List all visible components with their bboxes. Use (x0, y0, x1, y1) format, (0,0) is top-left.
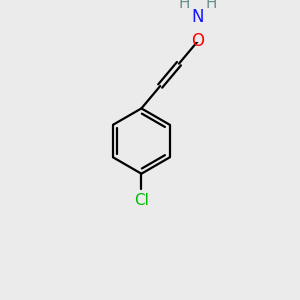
Text: Cl: Cl (134, 193, 149, 208)
Text: H: H (178, 0, 190, 11)
Text: H: H (206, 0, 217, 11)
Text: N: N (191, 8, 204, 26)
Text: O: O (191, 32, 204, 50)
